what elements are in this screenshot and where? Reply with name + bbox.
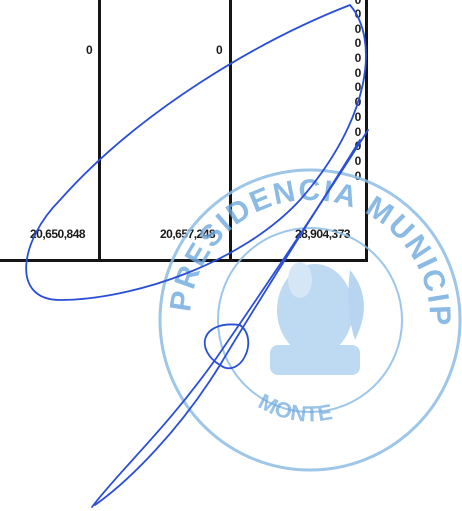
zero-value: 0: [354, 80, 362, 95]
seal-text-bottom: MONTE: [254, 389, 334, 427]
column-divider: [98, 0, 101, 262]
zero-value: 0: [354, 21, 362, 36]
zero-value: 0: [354, 36, 362, 51]
zero-value: 0: [354, 139, 362, 154]
zero-value: 0: [354, 124, 362, 139]
zero-value: 0: [354, 65, 362, 80]
column-1-total: 20,650,848: [30, 227, 86, 241]
zero-value: 0: [354, 51, 362, 66]
municipal-seal: PRESIDENCIA MUNICIPAL MONTE: [150, 160, 462, 472]
zero-value: 0: [354, 0, 362, 7]
column-3-zero-stack: 0 0 0 0 0 0 0 0 0 0 0 0 0: [352, 0, 364, 183]
column-1-zero-value: 0: [86, 43, 93, 57]
column-2-zero-value: 0: [216, 43, 223, 57]
seal-emblem: [270, 262, 364, 375]
zero-value: 0: [354, 7, 362, 21]
zero-value: 0: [354, 109, 362, 124]
zero-value: 0: [354, 95, 362, 110]
